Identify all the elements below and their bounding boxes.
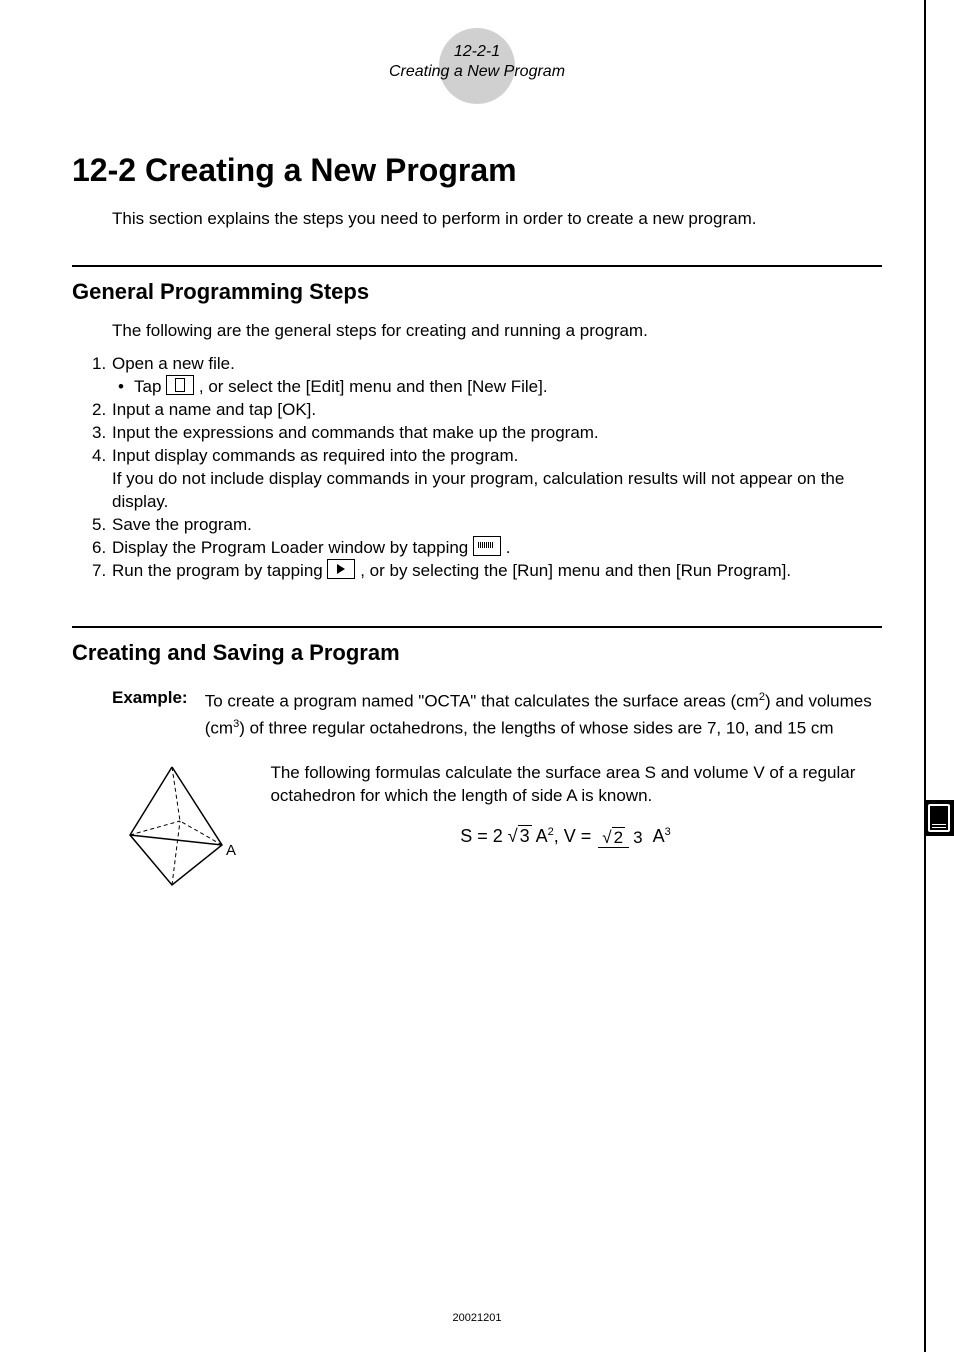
step-1-bullet-b: , or select the [Edit] menu and then [Ne… (199, 377, 548, 396)
step-1-bullet-a: Tap (134, 377, 166, 396)
section-divider (72, 626, 882, 628)
example-body: To create a program named "OCTA" that ca… (205, 686, 875, 739)
step-5-text: Save the program. (112, 515, 252, 534)
intro-text: This section explains the steps you need… (112, 209, 882, 229)
new-file-icon (166, 375, 194, 395)
octahedron-figure: A (112, 761, 242, 891)
formula-denom: 3 (629, 828, 646, 847)
step-1: Open a new file. Tap , or select the [Ed… (92, 352, 882, 398)
example-label: Example: (112, 686, 200, 709)
step-4b-text: If you do not include display commands i… (112, 469, 844, 511)
figure-text-block: The following formulas calculate the sur… (270, 761, 860, 848)
formula-sqrt2: 2 (612, 827, 625, 847)
page-content: 12-2-1 Creating a New Program 12-2 Creat… (0, 0, 954, 891)
run-icon (327, 559, 355, 579)
section-divider (72, 265, 882, 267)
step-6: Display the Program Loader window by tap… (92, 536, 882, 559)
header-page-number: 12-2-1 (72, 42, 882, 62)
step-3-text: Input the expressions and commands that … (112, 423, 599, 442)
section1-heading: General Programming Steps (72, 279, 882, 305)
step-1-bullet: Tap , or select the [Edit] menu and then… (112, 375, 882, 398)
formula-v-tail: A (649, 826, 665, 846)
step-2-text: Input a name and tap [OK]. (112, 400, 316, 419)
calculator-tab-icon (924, 800, 954, 836)
page-right-border (924, 0, 926, 1352)
step-4: Input display commands as required into … (92, 444, 882, 513)
formula: S = 2 √3 A2, V = √23 A3 (270, 821, 860, 848)
step-1-text: Open a new file. (112, 354, 235, 373)
step-4a-text: Input display commands as required into … (112, 446, 518, 465)
example-c: ) of three regular octahedrons, the leng… (239, 718, 833, 737)
step-7: Run the program by tapping , or by selec… (92, 559, 882, 582)
header-badge: 12-2-1 Creating a New Program (72, 28, 882, 104)
example-a: To create a program named "OCTA" that ca… (205, 692, 759, 711)
program-loader-icon (473, 536, 501, 556)
footer-code: 20021201 (0, 1312, 954, 1324)
main-heading: 12-2 Creating a New Program (72, 152, 882, 189)
header-page-title: Creating a New Program (72, 62, 882, 82)
step-6a-text: Display the Program Loader window by tap… (112, 538, 473, 557)
step-6b-text: . (506, 538, 511, 557)
formula-s-tail: A (532, 826, 548, 846)
example-block: Example: To create a program named "OCTA… (112, 686, 882, 739)
figure-row: A The following formulas calculate the s… (112, 761, 882, 891)
step-3: Input the expressions and commands that … (92, 421, 882, 444)
step-5: Save the program. (92, 513, 882, 536)
figure-text: The following formulas calculate the sur… (270, 761, 860, 807)
step-7b-text: , or by selecting the [Run] menu and the… (360, 561, 791, 580)
section2-heading: Creating and Saving a Program (72, 640, 882, 666)
formula-sqrt3: 3 (518, 825, 532, 846)
steps-list: Open a new file. Tap , or select the [Ed… (92, 352, 882, 582)
formula-s-eq: S = 2 (460, 826, 508, 846)
vertex-label: A (226, 842, 236, 859)
section1-intro: The following are the general steps for … (112, 319, 882, 342)
step-2: Input a name and tap [OK]. (92, 398, 882, 421)
formula-sep: , V = (554, 826, 597, 846)
step-7a-text: Run the program by tapping (112, 561, 327, 580)
